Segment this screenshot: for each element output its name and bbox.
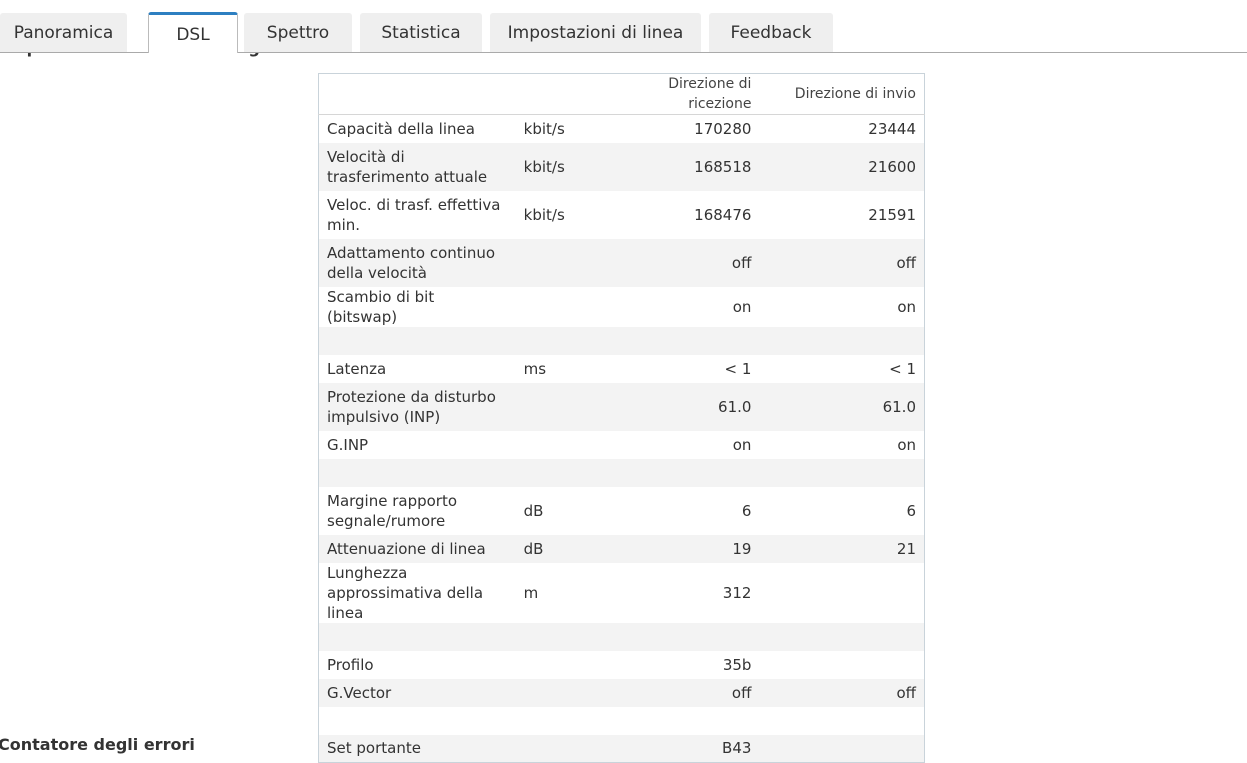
label-cell: Velocità di trasferimento attuale bbox=[327, 147, 488, 186]
rx-cell: 6 bbox=[741, 501, 752, 520]
unit-cell bbox=[516, 431, 616, 459]
header-cell: Direzione di ricezione bbox=[615, 73, 760, 115]
rx-cell: B43 bbox=[722, 739, 752, 758]
label-cell: Adattamento continuo della velocità bbox=[327, 243, 496, 282]
tx-cell: 21 bbox=[896, 539, 916, 558]
data-row: Latenza ms < 1 < 1 bbox=[319, 355, 925, 383]
label-cell: Protezione da disturbo impulsivo (INP) bbox=[327, 387, 496, 426]
rx-cell: 168476 bbox=[694, 205, 752, 224]
rx-cell: off bbox=[731, 253, 752, 272]
tx-cell: 6 bbox=[906, 501, 916, 520]
tab[interactable]: Spettro bbox=[244, 13, 352, 52]
data-row: Profilo 35b bbox=[319, 651, 925, 679]
rx-cell: 170280 bbox=[694, 119, 752, 138]
data-row: Veloc. di trasf. effettiva min. kbit/s 168… bbox=[319, 191, 925, 239]
tx-cell bbox=[759, 735, 924, 763]
tx-cell: 61.0 bbox=[882, 397, 916, 416]
data-row: Margine rapporto segnale/rumore dB 6 6 bbox=[319, 487, 925, 535]
unit-cell: kbit/s bbox=[523, 157, 565, 176]
section-heading: Contatore degli errori bbox=[0, 735, 195, 754]
tx-cell bbox=[759, 651, 924, 679]
tx-cell: off bbox=[896, 253, 916, 272]
label-cell: Latenza bbox=[327, 359, 387, 378]
rx-cell: 19 bbox=[732, 539, 752, 558]
data-row: G.INP on on bbox=[319, 431, 925, 459]
rx-cell: off bbox=[731, 683, 752, 702]
data-row: Capacità della linea kbit/s 170280 23444 bbox=[319, 115, 925, 143]
data-row: Velocità di trasferimento attuale kbit/s 1… bbox=[318, 142, 925, 191]
label-cell: Attenuazione di linea bbox=[327, 539, 486, 558]
spacer-row bbox=[318, 326, 925, 355]
data-row: Protezione da disturbo impulsivo (INP) 61… bbox=[318, 382, 925, 431]
spacer-row bbox=[319, 707, 925, 735]
unit-cell: kbit/s bbox=[523, 119, 565, 138]
header-cell bbox=[318, 73, 516, 115]
data-row: Lunghezza approssimativa della linea m 312 bbox=[319, 563, 925, 623]
tx-cell: on bbox=[897, 435, 916, 454]
header-row: Direzione di ricezione Direzione di invi… bbox=[318, 73, 925, 115]
label-cell: Set portante bbox=[327, 739, 421, 758]
header-cell bbox=[515, 73, 616, 115]
unit-cell bbox=[516, 287, 616, 327]
unit-cell: kbit/s bbox=[523, 205, 565, 224]
data-row: Attenuazione di linea dB 19 21 bbox=[318, 534, 925, 563]
header-cell: Direzione di invio bbox=[759, 73, 925, 115]
unit-cell: dB bbox=[523, 501, 544, 520]
unit-cell bbox=[516, 651, 616, 679]
rx-cell: < 1 bbox=[724, 359, 752, 378]
rx-cell: on bbox=[732, 297, 752, 316]
tab[interactable]: Panoramica bbox=[0, 13, 127, 52]
unit-cell: ms bbox=[523, 359, 547, 378]
tab[interactable]: Feedback bbox=[709, 13, 833, 52]
tx-cell: on bbox=[897, 297, 916, 316]
label-cell: Profilo bbox=[327, 655, 374, 674]
label-cell: Lunghezza approssimativa della linea bbox=[327, 563, 484, 622]
tx-cell bbox=[759, 563, 924, 623]
tab[interactable]: Statistica bbox=[360, 13, 482, 52]
spacer-row bbox=[318, 458, 925, 487]
tx-cell: 23444 bbox=[868, 119, 916, 138]
tab[interactable]: Impostazioni di linea bbox=[490, 13, 701, 52]
unit-cell: m bbox=[523, 583, 539, 602]
label-cell: Scambio di bit (bitswap) bbox=[327, 287, 435, 326]
unit-cell bbox=[516, 239, 616, 287]
tx-cell: < 1 bbox=[889, 359, 916, 378]
label-cell: Veloc. di trasf. effettiva min. bbox=[327, 195, 501, 234]
tab[interactable]: DSL bbox=[148, 12, 238, 53]
rx-cell: 61.0 bbox=[718, 397, 752, 416]
spacer-cell bbox=[319, 707, 925, 735]
label-cell: G.INP bbox=[327, 435, 369, 454]
spacer-cell bbox=[319, 623, 925, 651]
tab-bar: Panoramica DSL Spettro Statistica Impostazio… bbox=[0, 0, 1247, 53]
rx-cell: 168518 bbox=[694, 157, 752, 176]
label-cell: G.Vector bbox=[327, 683, 392, 702]
data-row: Set portante B43 bbox=[318, 734, 925, 763]
tx-cell: 21591 bbox=[868, 205, 916, 224]
spacer-cell bbox=[319, 459, 925, 487]
rx-cell: 312 bbox=[722, 583, 752, 602]
label-cell: Capacità della linea bbox=[327, 119, 475, 138]
label-cell: Margine rapporto segnale/rumore bbox=[327, 491, 458, 530]
tx-cell: off bbox=[896, 683, 916, 702]
rx-cell: 35b bbox=[722, 655, 752, 674]
unit-cell bbox=[516, 735, 616, 763]
rx-cell: on bbox=[732, 435, 752, 454]
spacer-cell bbox=[319, 327, 925, 355]
tx-cell: 21600 bbox=[868, 157, 916, 176]
dsl-table: Direzione di ricezione Direzione di invi… bbox=[318, 73, 925, 763]
data-row: Adattamento continuo della velocità off of… bbox=[318, 238, 925, 287]
spacer-row bbox=[318, 622, 925, 651]
unit-cell bbox=[516, 679, 616, 707]
data-row: G.Vector off off bbox=[318, 678, 925, 707]
data-row: Scambio di bit (bitswap) on on bbox=[319, 287, 925, 327]
unit-cell bbox=[516, 383, 616, 431]
unit-cell: dB bbox=[523, 539, 544, 558]
